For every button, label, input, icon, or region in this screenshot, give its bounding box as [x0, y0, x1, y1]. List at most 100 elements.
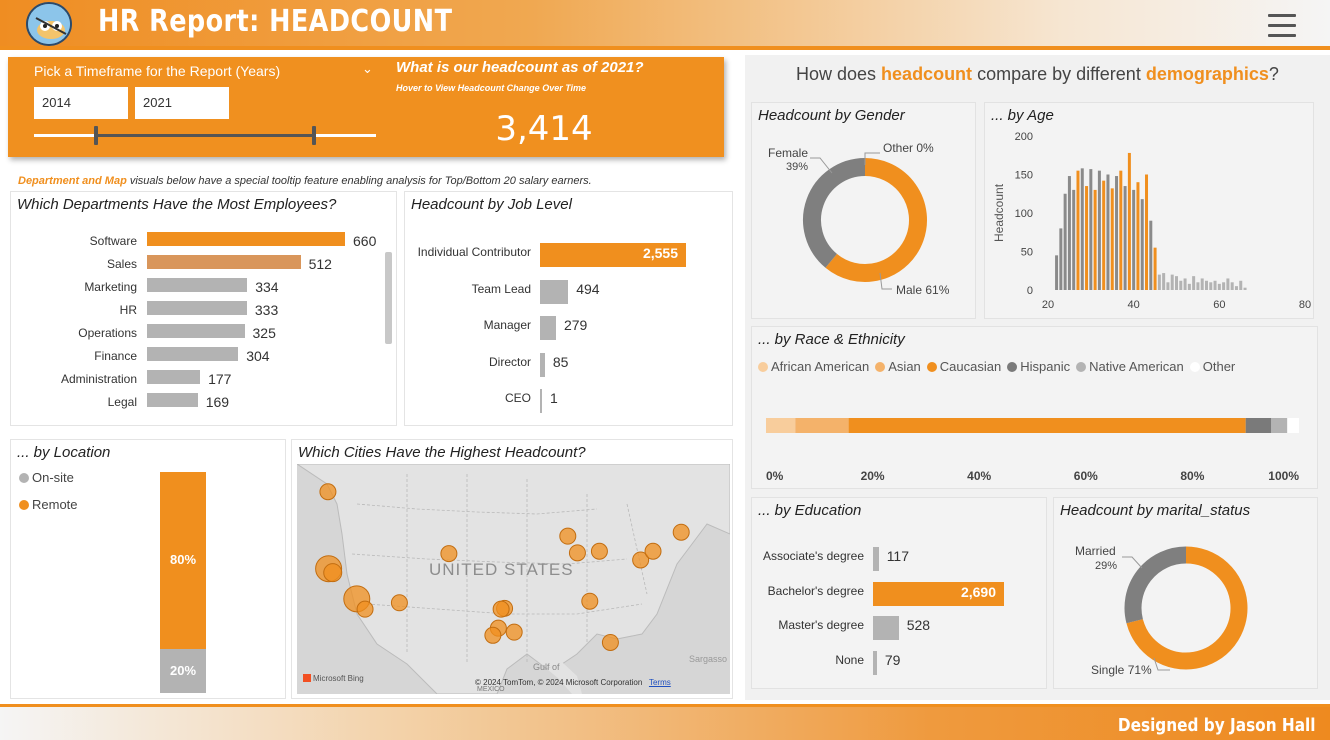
race-legend-item[interactable]: Caucasian	[926, 359, 1001, 374]
age-bar[interactable]	[1149, 220, 1153, 290]
marital-donut[interactable]: Married 29% Single 71%	[1054, 498, 1319, 690]
bar[interactable]	[873, 547, 879, 571]
age-bar[interactable]	[1140, 199, 1144, 290]
age-bar[interactable]	[1234, 286, 1238, 290]
city-bubble[interactable]	[559, 527, 577, 545]
bar[interactable]	[147, 324, 245, 338]
race-segment[interactable]	[1245, 418, 1272, 433]
bar[interactable]	[540, 389, 542, 413]
age-bar[interactable]	[1072, 189, 1076, 290]
age-bar[interactable]	[1170, 274, 1174, 290]
age-bar[interactable]	[1076, 170, 1080, 290]
age-bar[interactable]	[1162, 273, 1166, 290]
age-bar[interactable]	[1187, 283, 1191, 290]
city-bubble[interactable]	[390, 594, 408, 612]
bar[interactable]	[540, 243, 686, 267]
age-bar[interactable]	[1097, 170, 1101, 290]
end-year-input[interactable]: 2021	[135, 87, 229, 119]
headcount-kpi-value[interactable]: 3,414	[495, 109, 593, 149]
age-bar[interactable]	[1063, 193, 1067, 290]
age-bar[interactable]	[1110, 188, 1114, 290]
race-segment[interactable]	[848, 418, 1246, 433]
age-bar[interactable]	[1115, 176, 1119, 290]
age-bar[interactable]	[1226, 278, 1230, 290]
city-bubble[interactable]	[323, 563, 343, 583]
bar[interactable]	[147, 301, 247, 315]
age-bar[interactable]	[1192, 276, 1196, 290]
age-bar[interactable]	[1243, 287, 1247, 290]
bar[interactable]	[147, 347, 239, 361]
city-bubble[interactable]	[568, 544, 586, 562]
age-bar[interactable]	[1106, 174, 1110, 291]
age-bar[interactable]	[1222, 282, 1226, 290]
donut-slice-male[interactable]	[825, 158, 927, 282]
age-bar[interactable]	[1067, 176, 1071, 290]
race-legend-item[interactable]: Hispanic	[1007, 359, 1070, 374]
bar[interactable]	[540, 279, 569, 304]
age-bar[interactable]	[1089, 169, 1093, 290]
bar[interactable]	[147, 370, 201, 384]
legend-onsite[interactable]: On-site	[19, 470, 74, 485]
year-slider-end-handle[interactable]	[312, 126, 317, 145]
bar[interactable]	[147, 255, 301, 269]
age-bar[interactable]	[1204, 280, 1208, 290]
city-bubble[interactable]	[632, 551, 650, 569]
race-legend-item[interactable]: Asian	[875, 359, 921, 374]
bar[interactable]	[873, 616, 899, 640]
age-bar[interactable]	[1196, 282, 1200, 290]
race-stacked-bar[interactable]: 0% 20% 40% 60% 80% 100%	[752, 327, 1319, 490]
race-segment[interactable]	[1287, 418, 1299, 433]
age-bar[interactable]	[1136, 182, 1140, 290]
hamburger-menu-icon[interactable]	[1268, 14, 1296, 38]
age-bar[interactable]	[1239, 280, 1243, 290]
bar[interactable]	[147, 278, 248, 292]
city-bubble[interactable]	[601, 633, 619, 651]
onsite-bar[interactable]	[160, 648, 206, 693]
start-year-input[interactable]: 2014	[34, 87, 128, 119]
age-bar[interactable]	[1119, 170, 1123, 290]
bar[interactable]	[873, 581, 1004, 606]
terms-link[interactable]: Terms	[648, 678, 671, 687]
age-bar[interactable]	[1080, 168, 1084, 290]
bar[interactable]	[540, 352, 545, 377]
age-bar[interactable]	[1127, 152, 1131, 290]
race-legend-item[interactable]: African American	[758, 359, 869, 374]
age-bar[interactable]	[1200, 278, 1204, 290]
age-bar[interactable]	[1213, 280, 1217, 290]
city-bubble[interactable]	[644, 542, 662, 560]
legend-remote[interactable]: Remote	[19, 497, 78, 512]
city-bubble[interactable]	[484, 626, 502, 644]
bar[interactable]	[147, 393, 198, 407]
age-bar[interactable]	[1059, 228, 1063, 290]
donut-slice-married[interactable]	[1124, 546, 1187, 624]
age-bar[interactable]	[1123, 186, 1127, 290]
age-bar[interactable]	[1132, 189, 1136, 290]
donut-slice-female[interactable]	[803, 158, 866, 268]
race-legend-item[interactable]: Native American	[1076, 359, 1184, 374]
age-bar[interactable]	[1209, 282, 1213, 290]
age-bar[interactable]	[1055, 255, 1059, 290]
age-bar[interactable]	[1179, 280, 1183, 290]
age-bar[interactable]	[1183, 278, 1187, 290]
us-map[interactable]	[297, 464, 730, 694]
bar[interactable]	[540, 316, 556, 340]
age-bar[interactable]	[1145, 174, 1149, 291]
age-bar[interactable]	[1175, 276, 1178, 290]
age-bar[interactable]	[1093, 189, 1097, 290]
donut-slice-single[interactable]	[1126, 546, 1248, 670]
city-bubble[interactable]	[505, 623, 523, 641]
race-segment[interactable]	[766, 418, 796, 433]
city-bubble[interactable]	[492, 600, 510, 618]
map-canvas[interactable]: UNITED STATES Gulf of Sargasso MEXICO Mi…	[297, 464, 730, 694]
age-bar[interactable]	[1166, 282, 1170, 290]
race-segment[interactable]	[795, 418, 849, 433]
bar[interactable]	[873, 650, 877, 675]
race-segment[interactable]	[1271, 418, 1288, 433]
age-bar[interactable]	[1102, 180, 1106, 290]
age-bar[interactable]	[1217, 283, 1221, 290]
age-bar[interactable]	[1157, 274, 1161, 290]
age-bar[interactable]	[1153, 247, 1157, 290]
age-bar[interactable]	[1085, 186, 1089, 290]
city-bubble[interactable]	[590, 542, 608, 560]
